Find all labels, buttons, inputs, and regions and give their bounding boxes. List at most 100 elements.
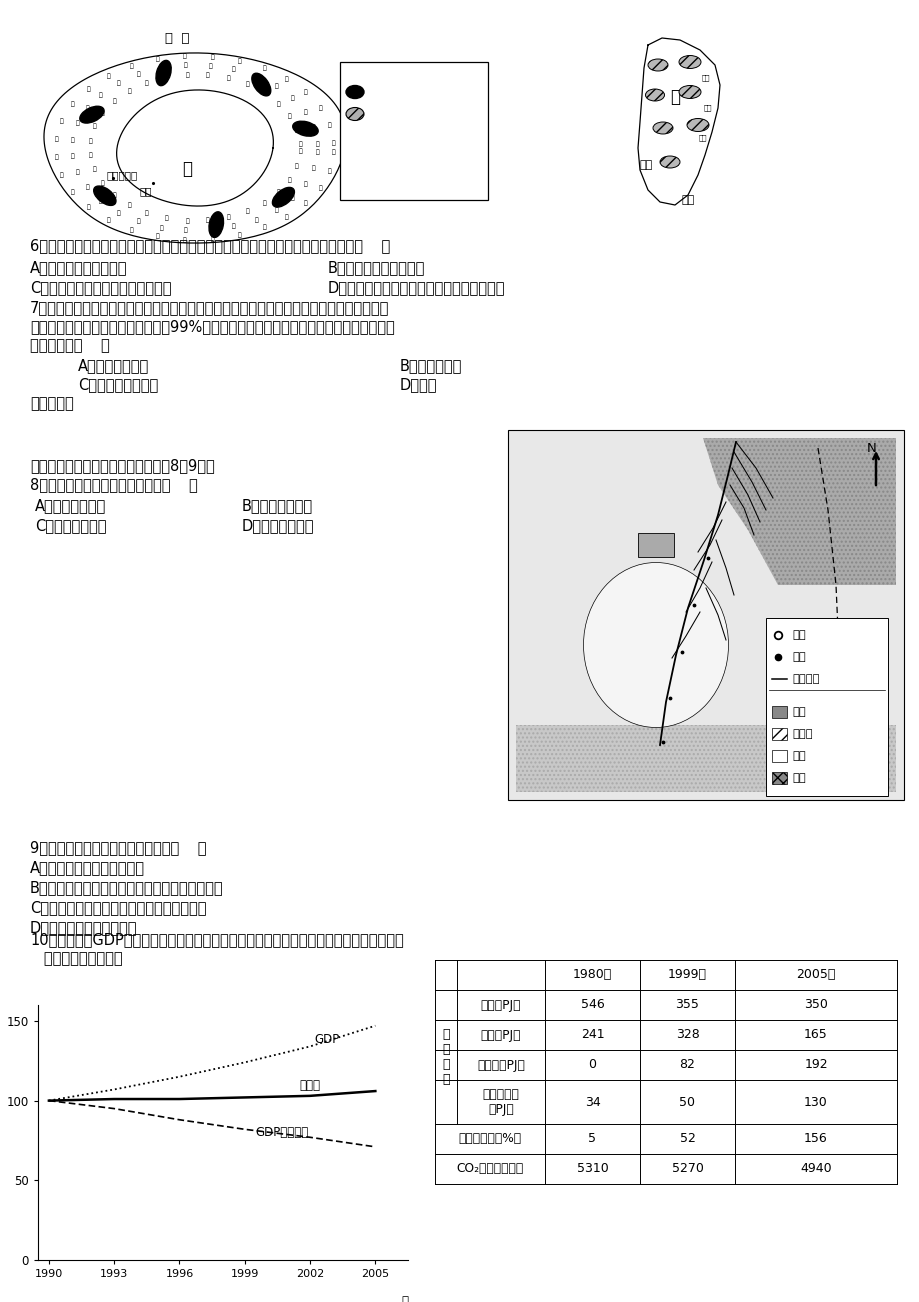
Text: 165: 165 (803, 1029, 827, 1042)
Text: ⌒: ⌒ (226, 76, 230, 82)
Text: ⌒⌒: ⌒⌒ (703, 104, 711, 111)
Text: 橡胶分布区: 橡胶分布区 (369, 109, 407, 122)
Text: ⌒: ⌒ (54, 155, 58, 160)
Text: ⌒: ⌒ (130, 64, 133, 69)
Text: 2005年: 2005年 (796, 969, 834, 982)
Text: ⌒: ⌒ (318, 185, 322, 190)
Text: ⌒: ⌒ (85, 185, 89, 190)
Text: ⌒: ⌒ (232, 224, 235, 229)
Text: 经济因素是（    ）: 经济因素是（ ） (30, 339, 109, 353)
Text: ⌒: ⌒ (76, 169, 80, 176)
Text: 棉花分布区: 棉花分布区 (369, 89, 407, 102)
Text: ⌒: ⌒ (99, 198, 103, 204)
Text: ⌒: ⌒ (165, 216, 168, 221)
Text: 年: 年 (401, 1295, 408, 1302)
Polygon shape (516, 725, 895, 792)
Text: 可再生资源
（PJ）: 可再生资源 （PJ） (482, 1088, 519, 1116)
Text: ⌒⌒: ⌒⌒ (698, 134, 707, 142)
Text: ⌒: ⌒ (85, 105, 89, 111)
Text: ⌒: ⌒ (183, 53, 187, 59)
Text: ⌒: ⌒ (288, 113, 291, 118)
Text: A．开发山地，扩大耕地面积: A．开发山地，扩大耕地面积 (30, 861, 145, 875)
Text: B．干旱的气候: B．干旱的气候 (400, 358, 462, 372)
Text: D．两地气候类型相同，均适宜发展农业生产: D．两地气候类型相同，均适宜发展农业生产 (328, 280, 505, 296)
Text: ⌒: ⌒ (155, 234, 159, 240)
Text: 5: 5 (588, 1133, 596, 1146)
Text: ⌒: ⌒ (312, 165, 315, 172)
Text: ⌒: ⌒ (107, 217, 110, 223)
Text: ⌒: ⌒ (60, 118, 63, 124)
Text: 水库: 水库 (791, 707, 805, 717)
Text: ⌒: ⌒ (76, 121, 80, 126)
Text: ⌒: ⌒ (137, 219, 141, 224)
Text: D．科教: D．科教 (400, 378, 437, 392)
Ellipse shape (659, 156, 679, 168)
Text: ⌒: ⌒ (232, 66, 235, 73)
Text: ⌒: ⌒ (71, 154, 74, 159)
Text: ⌒: ⌒ (315, 150, 319, 155)
Text: ⌒: ⌒ (274, 207, 278, 214)
Text: ⌒: ⌒ (88, 152, 92, 158)
Text: ⌒: ⌒ (60, 172, 63, 178)
Text: ⌒: ⌒ (100, 111, 104, 116)
Text: 甲: 甲 (182, 160, 192, 178)
Ellipse shape (686, 118, 709, 132)
Text: ⌒: ⌒ (92, 167, 96, 172)
Text: ⌒: ⌒ (304, 201, 308, 206)
Text: 国家级贫困县，是黎族聚居地，全县99%的土地是山地。造成这两地贫困落后的共同的社会: 国家级贫困县，是黎族聚居地，全县99%的土地是山地。造成这两地贫困落后的共同的社… (30, 319, 394, 335)
Ellipse shape (272, 187, 294, 207)
Text: 355: 355 (675, 999, 698, 1012)
Text: ⌒: ⌒ (312, 125, 315, 130)
Text: 82: 82 (679, 1059, 695, 1072)
Text: 三亚: 三亚 (681, 195, 695, 204)
Text: ⌒: ⌒ (298, 148, 301, 155)
Text: ⌒: ⌒ (332, 150, 335, 155)
Text: ⌒: ⌒ (298, 142, 301, 147)
Text: 疏附: 疏附 (140, 186, 153, 197)
Ellipse shape (80, 107, 104, 124)
Text: ⌒: ⌒ (318, 105, 322, 111)
Text: ⌒: ⌒ (165, 74, 168, 81)
Text: 县城: 县城 (791, 630, 805, 641)
Text: ⌒: ⌒ (206, 217, 210, 224)
Text: ⌒: ⌒ (117, 210, 120, 216)
Text: ⌒: ⌒ (185, 219, 188, 224)
Text: ⌒: ⌒ (277, 189, 280, 195)
Text: 192: 192 (803, 1059, 827, 1072)
Text: ⌒: ⌒ (145, 211, 149, 216)
Text: 总能耗: 总能耗 (299, 1078, 320, 1091)
Text: ⌒: ⌒ (295, 163, 299, 169)
Text: C．自然资源的贫乏: C．自然资源的贫乏 (78, 378, 158, 392)
Text: 52: 52 (679, 1133, 695, 1146)
Text: ⌒: ⌒ (210, 237, 214, 242)
Text: ⌒: ⌒ (210, 53, 214, 60)
Text: A．多山地的地形: A．多山地的地形 (78, 358, 149, 372)
Text: 10．阅读某国GDP增长与能耗比较图和能源领域相关数据统计材料，下列有关该国能源利用: 10．阅读某国GDP增长与能耗比较图和能源领域相关数据统计材料，下列有关该国能源… (30, 932, 403, 947)
Ellipse shape (678, 86, 700, 99)
Text: 4940: 4940 (800, 1163, 831, 1176)
Text: 5310: 5310 (576, 1163, 607, 1176)
Text: ⌒: ⌒ (71, 189, 74, 195)
Text: 图 例: 图 例 (403, 68, 425, 83)
Text: ⌒: ⌒ (112, 193, 116, 198)
Text: 白沙: 白沙 (640, 160, 652, 171)
Text: 乡镇: 乡镇 (791, 652, 805, 661)
Text: ⌒: ⌒ (88, 138, 92, 143)
Text: ⌒: ⌒ (99, 92, 103, 98)
Text: 能源自给率（%）: 能源自给率（%） (458, 1133, 521, 1146)
Text: 34: 34 (584, 1095, 600, 1108)
Text: ⌒: ⌒ (208, 228, 212, 233)
Text: GDP: GDP (314, 1034, 339, 1047)
Text: ⌒: ⌒ (128, 202, 131, 208)
Text: ⌒: ⌒ (255, 73, 258, 79)
Text: ⌒: ⌒ (304, 90, 308, 95)
Text: 右图为我国某绿洲示意图。读图回答8～9题。: 右图为我国某绿洲示意图。读图回答8～9题。 (30, 458, 214, 473)
Text: ⌒: ⌒ (263, 90, 267, 96)
Text: 戈壁: 戈壁 (791, 751, 805, 760)
Text: B．两地夏季均降水丰富: B．两地夏季均降水丰富 (328, 260, 425, 275)
Text: 1980年: 1980年 (573, 969, 611, 982)
Text: ⌒: ⌒ (160, 65, 164, 72)
Text: ⌒: ⌒ (285, 77, 289, 82)
Text: ⌒: ⌒ (263, 201, 267, 206)
Text: ⌒: ⌒ (184, 62, 187, 68)
